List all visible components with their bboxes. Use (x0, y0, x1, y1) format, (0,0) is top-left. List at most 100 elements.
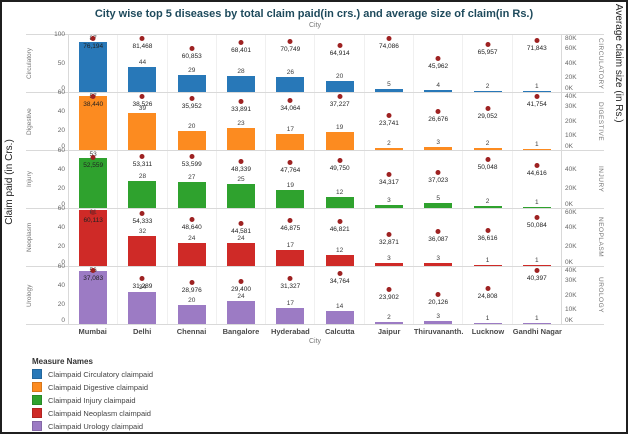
avg-dot[interactable] (189, 45, 195, 51)
legend-item[interactable]: Claimpaid Digestive claimpaid (32, 382, 626, 392)
avg-dot[interactable] (337, 157, 343, 163)
avg-dot[interactable] (238, 98, 244, 104)
avg-dot[interactable] (485, 157, 491, 163)
avg-dot[interactable] (435, 169, 441, 175)
bar-circulatory[interactable] (79, 42, 108, 92)
bar-circulatory[interactable] (424, 89, 453, 92)
avg-dot[interactable] (485, 105, 491, 111)
avg-dot[interactable] (485, 42, 491, 48)
bar-digestive[interactable] (128, 112, 157, 150)
avg-dot[interactable] (189, 216, 195, 222)
bar-urology[interactable] (325, 310, 354, 324)
avg-dot[interactable] (534, 94, 540, 99)
bar-neoplasm[interactable] (473, 265, 502, 266)
avg-dot[interactable] (90, 155, 96, 161)
bar-urology[interactable] (79, 270, 108, 324)
avg-dot[interactable] (435, 228, 441, 234)
avg-dot[interactable] (435, 109, 441, 114)
bar-digestive[interactable] (276, 133, 305, 150)
avg-dot[interactable] (485, 285, 491, 291)
bar-injury[interactable] (424, 203, 453, 208)
legend-item[interactable]: Claimpaid Circulatory claimpaid (32, 369, 626, 379)
avg-dot[interactable] (435, 56, 441, 62)
bar-digestive[interactable] (424, 147, 453, 150)
avg-dot[interactable] (337, 94, 343, 99)
bar-circulatory[interactable] (473, 90, 502, 92)
bar-neoplasm[interactable] (325, 254, 354, 266)
avg-dot[interactable] (238, 279, 244, 285)
bar-injury[interactable] (227, 184, 256, 208)
bar-circulatory[interactable] (325, 80, 354, 92)
bar-neoplasm[interactable] (424, 263, 453, 266)
avg-dot[interactable] (534, 37, 540, 43)
avg-dot[interactable] (189, 154, 195, 160)
bar-digestive[interactable] (473, 148, 502, 150)
avg-dot[interactable] (534, 162, 540, 168)
avg-dot[interactable] (287, 38, 293, 44)
bar-urology[interactable] (522, 323, 551, 324)
avg-dot[interactable] (238, 159, 244, 165)
bar-injury[interactable] (473, 206, 502, 208)
bar-urology[interactable] (473, 323, 502, 324)
avg-dot[interactable] (534, 268, 540, 273)
bar-digestive[interactable] (177, 131, 206, 150)
bar-digestive[interactable] (227, 128, 256, 150)
bar-injury[interactable] (276, 189, 305, 208)
bar-injury[interactable] (374, 205, 403, 208)
avg-dot[interactable] (337, 271, 343, 277)
legend-item[interactable]: Claimpaid Urology claimpaid (32, 421, 626, 431)
bar-neoplasm[interactable] (522, 265, 551, 266)
legend-item[interactable]: Claimpaid Neoplasm claimpaid (32, 408, 626, 418)
bar-digestive[interactable] (79, 95, 108, 150)
avg-dot[interactable] (90, 94, 96, 99)
bar-circulatory[interactable] (276, 77, 305, 92)
avg-dot[interactable] (287, 98, 293, 104)
avg-dot[interactable] (90, 210, 96, 215)
avg-dot[interactable] (238, 220, 244, 226)
bar-injury[interactable] (177, 182, 206, 208)
bar-neoplasm[interactable] (374, 263, 403, 266)
bar-urology[interactable] (227, 301, 256, 324)
bar-injury[interactable] (325, 196, 354, 208)
bar-circulatory[interactable] (227, 76, 256, 92)
avg-dot[interactable] (386, 172, 392, 178)
avg-dot[interactable] (90, 36, 96, 41)
bar-neoplasm[interactable] (227, 243, 256, 266)
bar-neoplasm[interactable] (177, 243, 206, 266)
bar-digestive[interactable] (325, 131, 354, 150)
avg-dot[interactable] (337, 218, 343, 224)
avg-dot[interactable] (534, 215, 540, 221)
bar-urology[interactable] (424, 321, 453, 324)
avg-dot[interactable] (139, 94, 145, 99)
avg-dot[interactable] (435, 292, 441, 298)
bar-circulatory[interactable] (177, 75, 206, 92)
bar-injury[interactable] (128, 181, 157, 208)
avg-dot[interactable] (287, 159, 293, 165)
avg-dot[interactable] (139, 276, 145, 282)
avg-dot[interactable] (386, 231, 392, 237)
avg-dot[interactable] (485, 228, 491, 234)
bar-circulatory[interactable] (522, 91, 551, 92)
bar-neoplasm[interactable] (128, 235, 157, 266)
avg-dot[interactable] (386, 36, 392, 42)
avg-dot[interactable] (139, 154, 145, 160)
avg-dot[interactable] (386, 286, 392, 292)
bar-urology[interactable] (374, 322, 403, 324)
bar-digestive[interactable] (522, 149, 551, 150)
avg-dot[interactable] (238, 40, 244, 46)
avg-dot[interactable] (287, 218, 293, 224)
bar-digestive[interactable] (374, 148, 403, 150)
avg-dot[interactable] (189, 279, 195, 285)
bar-urology[interactable] (128, 291, 157, 324)
bar-injury[interactable] (79, 157, 108, 208)
avg-dot[interactable] (386, 113, 392, 119)
avg-dot[interactable] (287, 276, 293, 282)
bar-urology[interactable] (276, 307, 305, 324)
avg-dot[interactable] (139, 36, 145, 41)
bar-injury[interactable] (522, 207, 551, 208)
bar-urology[interactable] (177, 305, 206, 324)
bar-neoplasm[interactable] (276, 249, 305, 266)
bar-circulatory[interactable] (374, 89, 403, 92)
avg-dot[interactable] (337, 42, 343, 48)
bar-circulatory[interactable] (128, 66, 157, 92)
